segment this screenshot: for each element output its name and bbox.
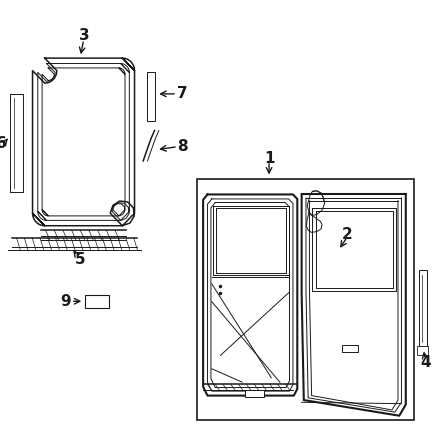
Text: 8: 8 bbox=[177, 139, 187, 154]
Text: 3: 3 bbox=[79, 28, 90, 43]
Text: 5: 5 bbox=[75, 252, 85, 267]
Bar bbox=[245, 390, 264, 397]
Text: 7: 7 bbox=[177, 86, 187, 101]
Bar bbox=[85, 295, 108, 308]
Text: 6: 6 bbox=[0, 135, 7, 151]
Text: 4: 4 bbox=[420, 354, 431, 370]
Text: 2: 2 bbox=[342, 227, 352, 242]
Text: 9: 9 bbox=[60, 294, 70, 309]
Bar bbox=[417, 346, 428, 355]
Text: 1: 1 bbox=[264, 151, 274, 166]
Bar bbox=[342, 345, 358, 352]
Bar bbox=[197, 179, 414, 420]
